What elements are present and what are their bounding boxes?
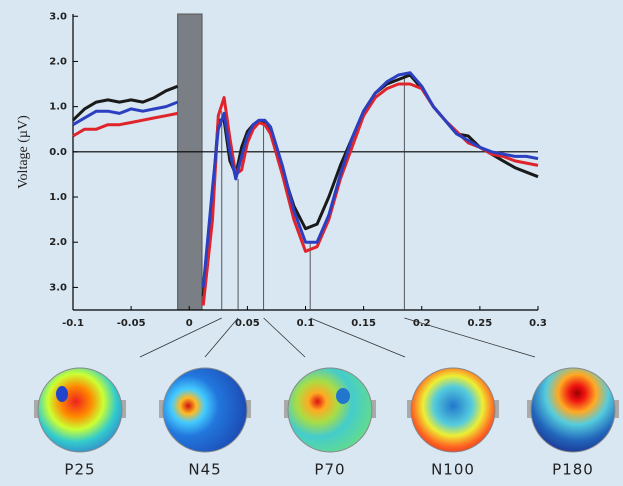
peak-connector [263, 317, 306, 358]
topomap [34, 367, 126, 453]
y-tick-label: 0.0 [49, 147, 67, 158]
topomap [284, 367, 376, 453]
y-tick-label: 2.0 [49, 56, 67, 67]
peak-connector [204, 317, 239, 358]
series-line [72, 82, 539, 306]
x-tick-label: 0.15 [351, 318, 376, 329]
peak-label: P180 [552, 461, 594, 479]
y-tick-label: 2.0 [49, 237, 67, 248]
topomap [527, 367, 619, 453]
peak-label: P70 [314, 461, 345, 479]
y-axis-label: Voltage (µV) [16, 115, 31, 189]
x-tick-label: 0.3 [529, 318, 547, 329]
series-line [71, 73, 539, 297]
topomap [159, 367, 251, 453]
topomap [407, 367, 499, 453]
peak-connector [309, 317, 406, 358]
peak-label: N100 [431, 461, 475, 479]
stimulus-artifact [177, 13, 203, 311]
x-tick-label: -0.1 [62, 318, 84, 329]
peak-label: N45 [188, 461, 221, 479]
y-tick-label: 3.0 [49, 282, 67, 293]
y-tick-label: 1.0 [49, 192, 67, 203]
x-tick-label: -0.05 [117, 318, 146, 329]
x-tick-label: 0.25 [468, 318, 493, 329]
x-tick-label: 0 [186, 318, 193, 329]
y-tick-label: 3.0 [49, 11, 67, 22]
x-tick-label: 0.1 [297, 318, 315, 329]
y-tick-label: 1.0 [49, 102, 67, 113]
x-tick-label: 0.05 [235, 318, 260, 329]
topomaps [34, 367, 619, 453]
peak-label: P25 [64, 461, 95, 479]
series-line [72, 71, 539, 288]
peak-connector [139, 317, 222, 358]
peak-connector [404, 317, 536, 358]
